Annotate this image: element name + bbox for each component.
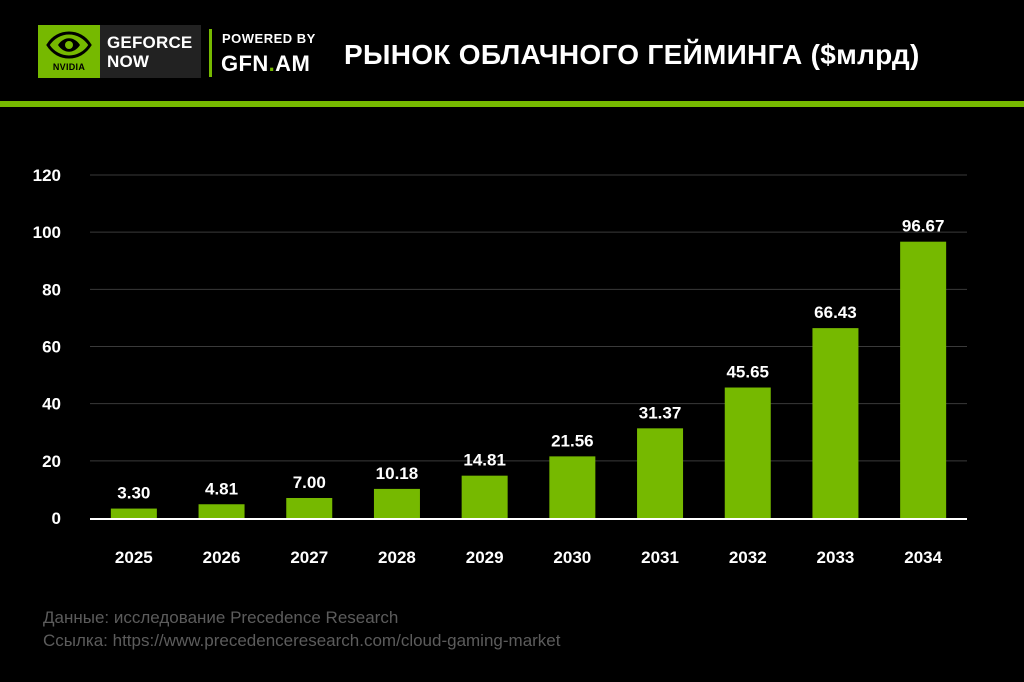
- site-name-main: GFN: [221, 51, 269, 76]
- bar: [461, 475, 508, 518]
- data-label: 66.43: [814, 303, 857, 322]
- y-tick-label: 100: [33, 223, 61, 242]
- product-name: GEFORCE NOW: [107, 33, 192, 71]
- y-tick-label: 80: [42, 280, 61, 299]
- bar: [549, 456, 596, 518]
- header: NVIDIA GEFORCE NOW POWERED BY GFN.AM РЫН…: [0, 0, 1024, 104]
- y-tick-label: 0: [52, 509, 61, 528]
- bar: [373, 488, 420, 518]
- x-tick-label: 2028: [378, 548, 416, 567]
- x-tick-label: 2029: [466, 548, 504, 567]
- data-label: 14.81: [463, 451, 506, 470]
- x-tick-label: 2033: [817, 548, 855, 567]
- footer: Данные: исследование Precedence Research…: [43, 606, 561, 652]
- site-name-tld: AM: [275, 51, 311, 76]
- product-line2: NOW: [107, 52, 150, 71]
- brand-separator: [209, 29, 212, 77]
- data-label: 7.00: [293, 473, 326, 492]
- nvidia-eye-icon: [46, 31, 92, 59]
- data-label: 45.65: [726, 363, 769, 382]
- data-label: 21.56: [551, 431, 594, 450]
- x-tick-label: 2025: [115, 548, 153, 567]
- bar: [900, 241, 947, 518]
- source-link[interactable]: Ссылка: https://www.precedenceresearch.c…: [43, 631, 561, 650]
- x-tick-label: 2034: [904, 548, 942, 567]
- bar: [110, 508, 157, 518]
- powered-by-label: POWERED BY: [222, 31, 316, 46]
- site-name: GFN.AM: [221, 51, 310, 77]
- x-tick-label: 2031: [641, 548, 679, 567]
- product-line1: GEFORCE: [107, 33, 193, 52]
- bar: [198, 504, 245, 518]
- y-tick-label: 20: [42, 452, 61, 471]
- data-label: 10.18: [376, 464, 419, 483]
- data-label: 31.37: [639, 403, 682, 422]
- nvidia-logo: NVIDIA: [38, 25, 100, 78]
- data-label: 4.81: [205, 479, 238, 498]
- bar: [724, 387, 771, 518]
- bar: [286, 497, 333, 518]
- x-tick-label: 2026: [203, 548, 241, 567]
- nvidia-wordmark: NVIDIA: [52, 62, 86, 72]
- x-tick-label: 2032: [729, 548, 767, 567]
- bar: [637, 428, 684, 518]
- header-divider: [0, 101, 1024, 107]
- y-tick-label: 40: [42, 395, 61, 414]
- x-tick-label: 2027: [290, 548, 328, 567]
- data-label: 96.67: [902, 217, 945, 236]
- source-note: Данные: исследование Precedence Research: [43, 608, 399, 627]
- product-brand: GEFORCE NOW: [100, 25, 201, 78]
- y-tick-label: 120: [33, 166, 61, 185]
- y-tick-label: 60: [42, 338, 61, 357]
- x-tick-label: 2030: [553, 548, 591, 567]
- bar: [812, 328, 859, 518]
- chart-title: РЫНОК ОБЛАЧНОГО ГЕЙМИНГА ($млрд): [344, 39, 920, 70]
- data-label: 3.30: [117, 484, 150, 503]
- site-name-dot: .: [268, 51, 276, 76]
